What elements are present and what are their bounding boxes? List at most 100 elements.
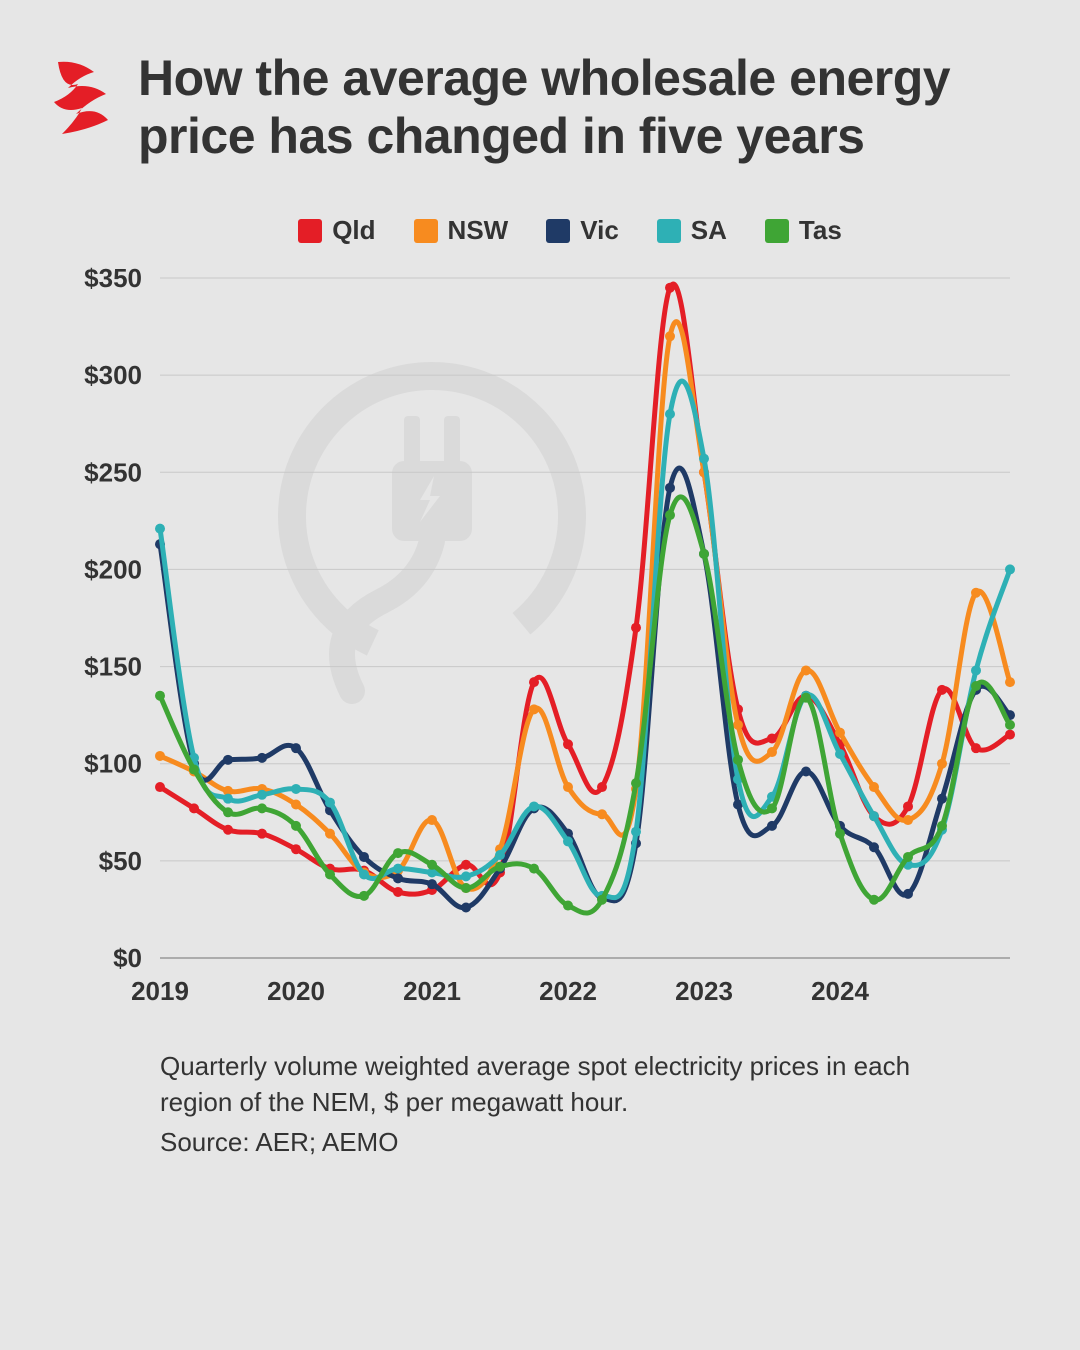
- series-marker: [665, 283, 675, 293]
- series-marker: [801, 693, 811, 703]
- series-marker: [257, 803, 267, 813]
- series-marker: [461, 860, 471, 870]
- svg-text:2019: 2019: [131, 976, 189, 1006]
- svg-text:2023: 2023: [675, 976, 733, 1006]
- series-marker: [189, 765, 199, 775]
- series-marker: [461, 902, 471, 912]
- chart-caption: Quarterly volume weighted average spot e…: [160, 1048, 970, 1121]
- legend-item: Vic: [546, 215, 619, 246]
- series-marker: [1005, 720, 1015, 730]
- series-marker: [937, 685, 947, 695]
- series-marker: [155, 751, 165, 761]
- series-marker: [1005, 677, 1015, 687]
- series-marker: [699, 549, 709, 559]
- svg-text:$250: $250: [84, 457, 142, 487]
- series-marker: [223, 794, 233, 804]
- series-marker: [155, 524, 165, 534]
- series-marker: [393, 864, 403, 874]
- legend-swatch: [657, 219, 681, 243]
- series-marker: [937, 821, 947, 831]
- series-marker: [937, 759, 947, 769]
- series-marker: [971, 681, 981, 691]
- series-marker: [1005, 730, 1015, 740]
- series-marker: [869, 842, 879, 852]
- series-marker: [903, 801, 913, 811]
- svg-text:$150: $150: [84, 652, 142, 682]
- series-marker: [631, 623, 641, 633]
- series-marker: [529, 704, 539, 714]
- series-marker: [461, 871, 471, 881]
- series-marker: [835, 829, 845, 839]
- series-marker: [359, 852, 369, 862]
- svg-text:2021: 2021: [403, 976, 461, 1006]
- legend-label: SA: [691, 215, 727, 246]
- series-marker: [529, 801, 539, 811]
- line-chart: $0$50$100$150$200$250$300$35020192020202…: [50, 258, 1030, 1018]
- series-line: [160, 322, 1010, 890]
- series-marker: [189, 803, 199, 813]
- series-marker: [291, 800, 301, 810]
- legend-label: Qld: [332, 215, 375, 246]
- series-marker: [767, 747, 777, 757]
- series-marker: [597, 895, 607, 905]
- legend-label: NSW: [448, 215, 509, 246]
- chart-svg: $0$50$100$150$200$250$300$35020192020202…: [50, 258, 1030, 1018]
- series-marker: [257, 753, 267, 763]
- chart-legend: Qld NSW Vic SA Tas: [50, 215, 1030, 246]
- series-marker: [563, 782, 573, 792]
- series-marker: [597, 809, 607, 819]
- legend-swatch: [414, 219, 438, 243]
- series-marker: [971, 588, 981, 598]
- series-marker: [767, 803, 777, 813]
- series-marker: [869, 895, 879, 905]
- series-marker: [869, 811, 879, 821]
- chart-source: Source: AER; AEMO: [160, 1127, 970, 1158]
- svg-text:2020: 2020: [267, 976, 325, 1006]
- legend-item: Qld: [298, 215, 375, 246]
- series-marker: [563, 739, 573, 749]
- series-marker: [835, 749, 845, 759]
- series-marker: [495, 850, 505, 860]
- series-marker: [529, 864, 539, 874]
- series-marker: [903, 852, 913, 862]
- series-marker: [801, 766, 811, 776]
- series-marker: [223, 807, 233, 817]
- series-marker: [733, 720, 743, 730]
- series-marker: [393, 887, 403, 897]
- series-marker: [971, 743, 981, 753]
- series-marker: [631, 827, 641, 837]
- series-marker: [325, 829, 335, 839]
- series-marker: [937, 794, 947, 804]
- legend-item: Tas: [765, 215, 842, 246]
- series-marker: [903, 889, 913, 899]
- series-marker: [563, 836, 573, 846]
- svg-text:$300: $300: [84, 360, 142, 390]
- legend-swatch: [298, 219, 322, 243]
- series-marker: [155, 782, 165, 792]
- legend-label: Tas: [799, 215, 842, 246]
- series-marker: [665, 409, 675, 419]
- series-marker: [359, 869, 369, 879]
- series-marker: [495, 862, 505, 872]
- legend-swatch: [546, 219, 570, 243]
- svg-text:2024: 2024: [811, 976, 869, 1006]
- legend-item: SA: [657, 215, 727, 246]
- chart-footer: Quarterly volume weighted average spot e…: [50, 1048, 1030, 1158]
- infographic-container: How the average wholesale energy price h…: [0, 0, 1080, 1198]
- series-marker: [257, 829, 267, 839]
- series-marker: [393, 873, 403, 883]
- series-marker: [325, 869, 335, 879]
- svg-text:$50: $50: [99, 846, 142, 876]
- series-marker: [291, 844, 301, 854]
- series-marker: [223, 755, 233, 765]
- series-marker: [767, 821, 777, 831]
- svg-text:2022: 2022: [539, 976, 597, 1006]
- svg-text:$100: $100: [84, 749, 142, 779]
- series-marker: [597, 782, 607, 792]
- series-marker: [665, 510, 675, 520]
- series-marker: [835, 728, 845, 738]
- series-marker: [903, 815, 913, 825]
- svg-text:$0: $0: [113, 943, 142, 973]
- svg-text:$350: $350: [84, 263, 142, 293]
- series-marker: [291, 821, 301, 831]
